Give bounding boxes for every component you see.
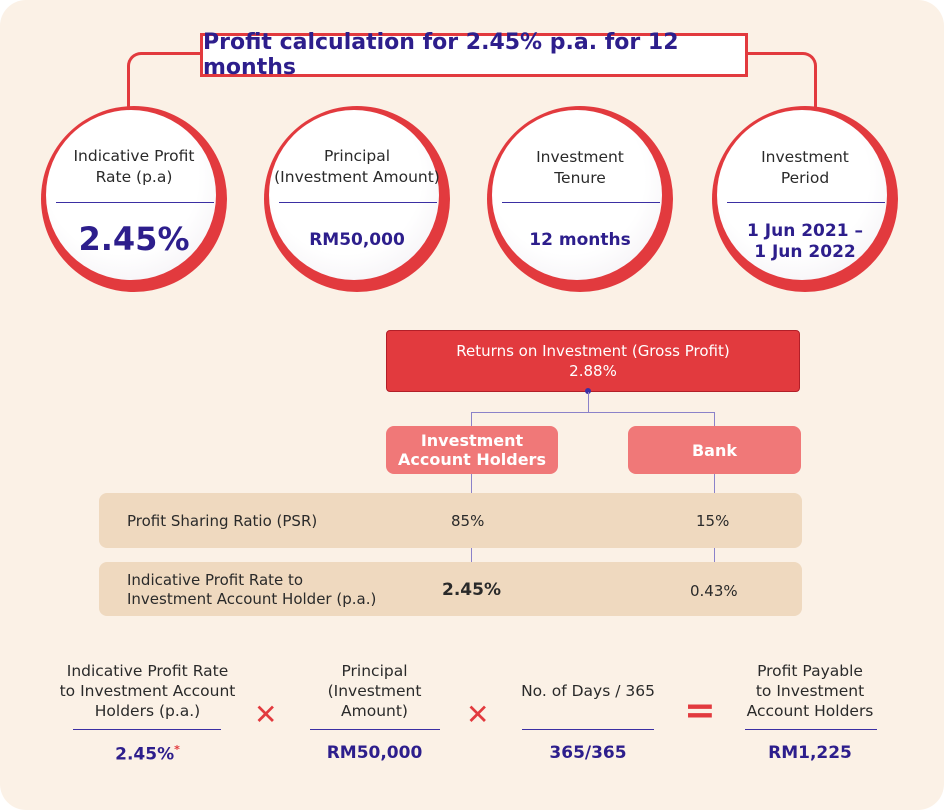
- circle-label: Indicative Profit Rate (p.a): [73, 147, 195, 186]
- circle-divider: [56, 202, 214, 203]
- formula-value-principal: RM50,000: [326, 743, 423, 763]
- formula-divider: [310, 729, 440, 730]
- connector-dot: [585, 388, 591, 394]
- formula-value-rate: 2.45%*: [115, 743, 180, 765]
- investment-account-holders-box: Investment Account Holders: [386, 426, 558, 474]
- circle-divider: [502, 202, 660, 203]
- circle-divider: [279, 202, 437, 203]
- circle-value: RM50,000: [309, 230, 405, 250]
- row-value-holders: 2.45%: [442, 580, 501, 600]
- row-label: Indicative Profit Rate to Investment Acco…: [127, 571, 377, 608]
- row-value-bank: 0.43%: [690, 582, 738, 600]
- circle-value: 12 months: [529, 230, 631, 250]
- formula-term-rate: Indicative Profit Rate to Investment Acco…: [59, 662, 236, 720]
- circle-period: Investment Period 1 Jun 2021 –1 Jun 2022: [712, 106, 898, 292]
- formula-divider: [73, 729, 221, 730]
- connector-line: [471, 412, 472, 426]
- row-value-holders: 85%: [451, 512, 485, 530]
- multiply-icon: ✕: [466, 698, 490, 731]
- circle-label: Investment Period: [761, 148, 849, 187]
- circle-divider: [727, 202, 885, 203]
- circle-profit-rate: Indicative Profit Rate (p.a) 2.45%: [41, 106, 227, 292]
- multiply-icon: ✕: [254, 698, 278, 731]
- row-label: Profit Sharing Ratio (PSR): [127, 512, 318, 530]
- page-title: Profit calculation for 2.45% p.a. for 12…: [200, 30, 748, 80]
- footnote-mark: *: [174, 743, 180, 756]
- circle-label: Investment Tenure: [536, 148, 624, 187]
- returns-value: 2.88%: [569, 362, 617, 380]
- formula-divider: [522, 729, 654, 730]
- circle-label: Principal (Investment Amount): [274, 147, 440, 186]
- connector-line: [588, 392, 589, 412]
- equals-icon: =: [684, 688, 716, 732]
- indicative-rate-row: Indicative Profit Rate to Investment Acco…: [99, 562, 802, 616]
- psr-row: Profit Sharing Ratio (PSR) 85% 15%: [99, 493, 802, 548]
- formula-value-days: 365/365: [549, 743, 627, 763]
- formula-term-days: No. of Days / 365: [521, 682, 655, 700]
- circle-value: 2.45%: [78, 220, 190, 258]
- connector-line: [714, 412, 715, 426]
- formula-divider: [745, 729, 877, 730]
- returns-box: Returns on Investment (Gross Profit) 2.8…: [386, 330, 800, 392]
- circle-principal: Principal (Investment Amount) RM50,000: [264, 106, 450, 292]
- circle-tenure: Investment Tenure 12 months: [487, 106, 673, 292]
- formula-term-principal: Principal (Investment Amount): [327, 662, 422, 720]
- formula-value-result: RM1,225: [768, 743, 852, 763]
- bank-box: Bank: [628, 426, 801, 474]
- returns-label: Returns on Investment (Gross Profit): [456, 342, 730, 360]
- connector-line: [471, 412, 715, 413]
- circle-value: 1 Jun 2021 –1 Jun 2022: [747, 221, 863, 262]
- formula-result: Profit Payable to Investment Account Holde…: [746, 662, 874, 720]
- row-value-bank: 15%: [696, 512, 730, 530]
